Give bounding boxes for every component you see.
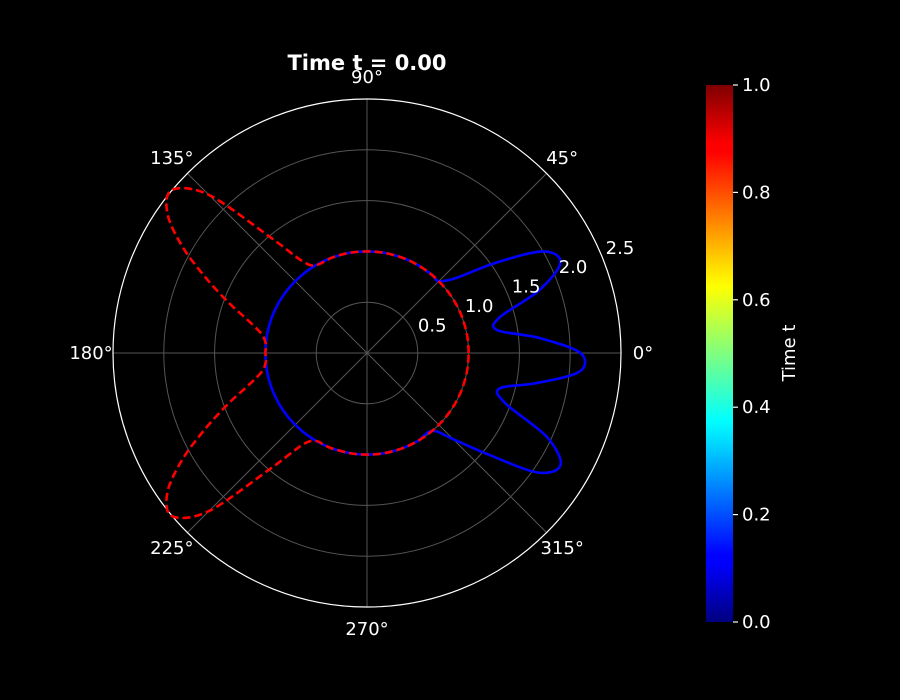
theta-tick-label: 0° [633, 343, 653, 364]
grid-spoke [366, 352, 547, 533]
grid-spoke [366, 173, 547, 354]
theta-tick-labels: 0° 45° 90° 135° 180° 225° 270° 315° [69, 67, 653, 640]
r-tick-labels: 0.5 1.0 1.5 2.0 2.5 [418, 238, 634, 337]
theta-tick-label: 225° [150, 538, 193, 559]
colorbar-gradient [706, 85, 733, 622]
r-tick-label: 1.0 [465, 296, 494, 317]
r-tick-label: 0.5 [418, 316, 447, 337]
colorbar-tick-label: 0.4 [742, 397, 771, 418]
theta-tick-label: 45° [546, 148, 578, 169]
series-layer [165, 186, 587, 520]
r-tick-label: 2.0 [559, 257, 588, 278]
colorbar-ticks: 0.0 0.2 0.4 0.6 0.8 1.0 [733, 75, 771, 633]
grid-spoke [187, 173, 368, 354]
theta-tick-label: 270° [345, 619, 388, 640]
polar-frame [112, 98, 622, 608]
r-tick-label: 1.5 [512, 277, 541, 298]
polar-axes: 0° 45° 90° 135° 180° 225° 270° 315° 0.5 1.0 1.5 2.… [69, 67, 653, 640]
colorbar-tick-label: 0.0 [742, 612, 771, 633]
angular-grid [113, 99, 621, 607]
colorbar-tick-label: 0.2 [742, 505, 771, 526]
r-tick-label: 2.5 [606, 238, 635, 259]
theta-tick-label: 180° [69, 343, 112, 364]
colorbar-tick-label: 1.0 [742, 75, 771, 96]
colorbar-tick-label: 0.6 [742, 290, 771, 311]
theta-tick-label: 135° [150, 148, 193, 169]
colorbar: 0.0 0.2 0.4 0.6 0.8 1.0 Time t [706, 75, 800, 633]
colorbar-label: Time t [779, 325, 800, 383]
colorbar-tick-label: 0.8 [742, 182, 771, 203]
grid-spoke [187, 352, 368, 533]
theta-tick-label: 90° [351, 67, 383, 88]
theta-tick-label: 315° [540, 538, 583, 559]
chart-title: Time t = 0.00 [287, 51, 446, 75]
